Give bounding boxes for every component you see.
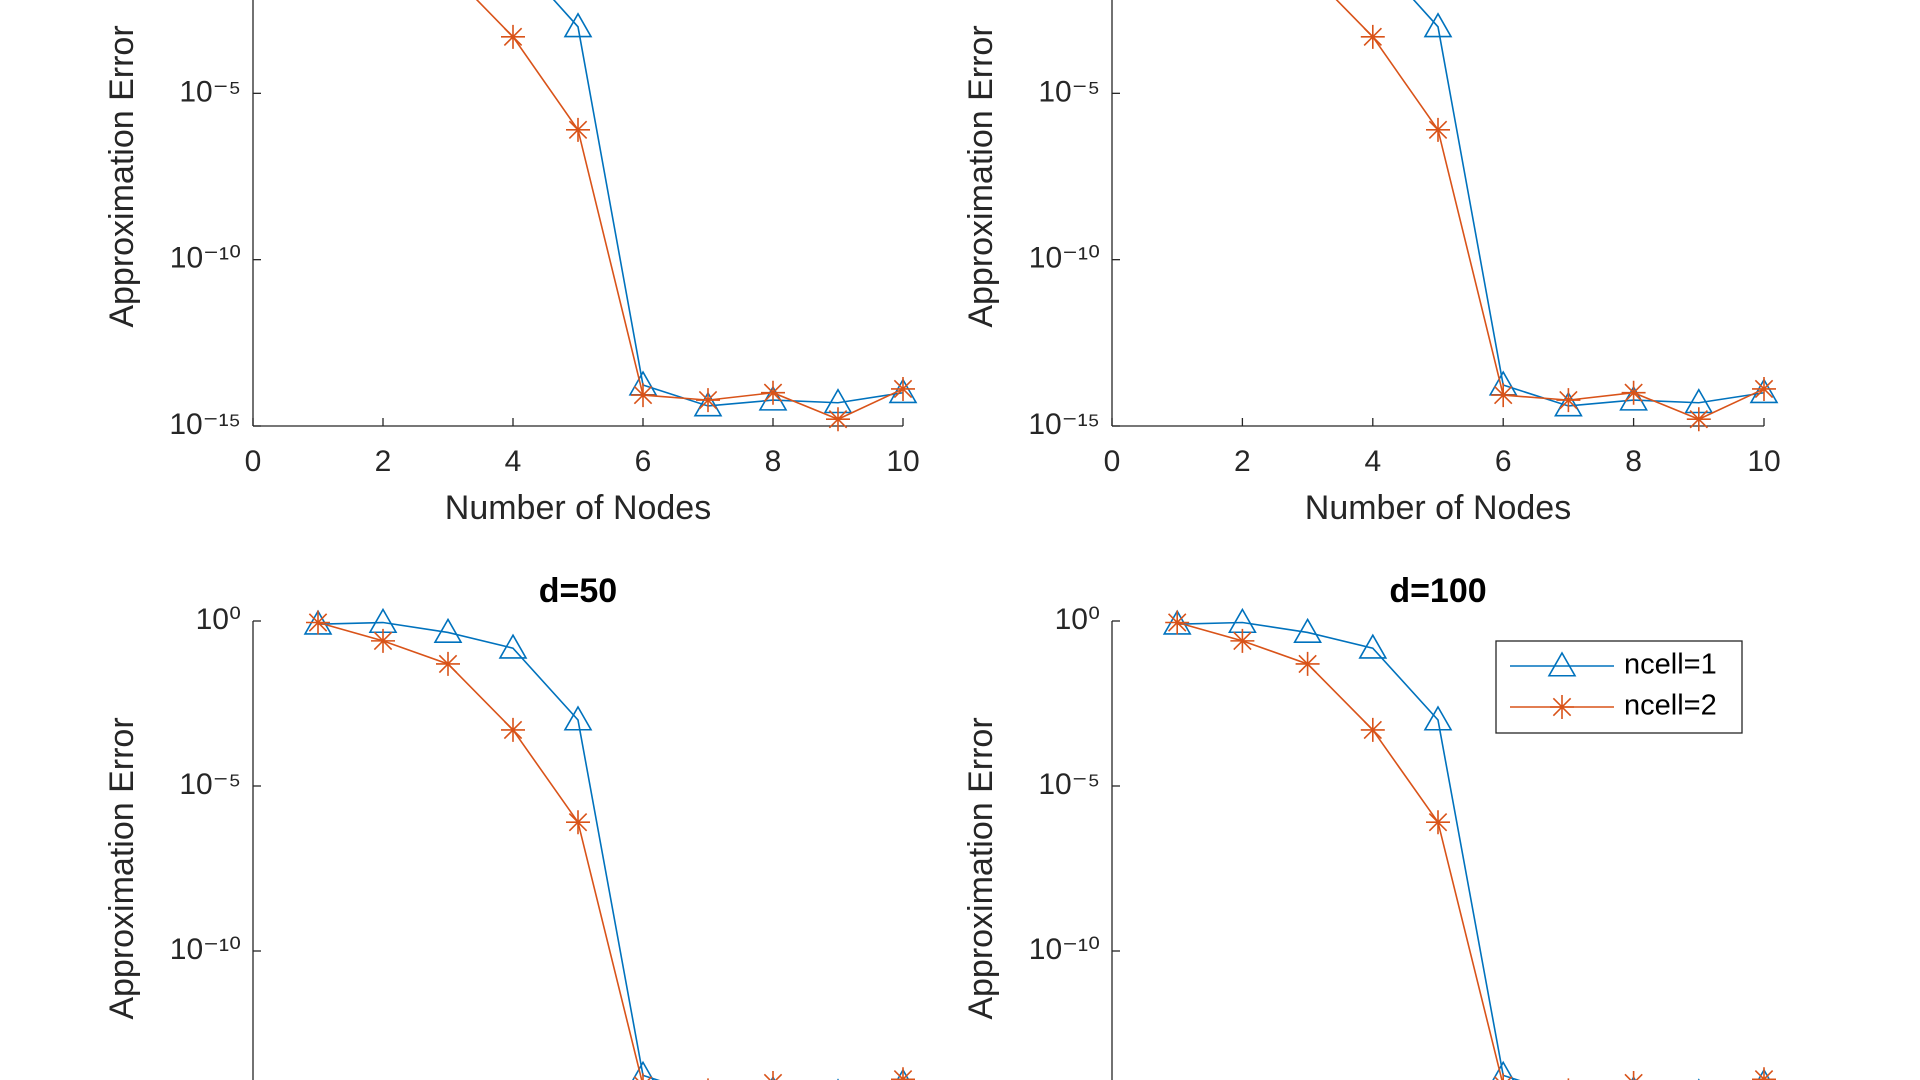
series-line [1412,0,1765,407]
marker-star [566,117,590,142]
subplot: 10⁻¹⁵ 10⁻¹⁰ 10⁻⁵ 0 2 4 6 8 10 Approximation Error… [962,0,1781,527]
marker-star [371,628,395,653]
y-axis-label: Approximation Error [103,717,141,1019]
marker-star [1426,117,1450,142]
marker-triangle [1358,633,1388,659]
marker-star [631,383,655,408]
marker-star [761,380,785,405]
marker-star [633,1073,653,1080]
marker-star [891,1067,915,1080]
marker-star [826,407,850,432]
x-tick-label: 2 [1234,445,1251,478]
y-tick-label: 10⁰ [196,603,241,636]
marker-star [1165,610,1190,635]
marker-star [1621,380,1646,405]
subplot: 10⁰ 10⁻⁵ 10⁻¹⁰ Approximation Error d=50 [103,572,915,1080]
marker-star [1556,388,1581,413]
marker-star [1752,1067,1776,1080]
x-tick-label: 0 [1104,445,1121,478]
marker-star [1295,651,1320,676]
x-axis-label: Number of Nodes [445,489,711,527]
y-tick-label: 10⁻⁵ [1038,768,1100,801]
marker-triangle [1554,391,1583,417]
series-line [317,621,661,1080]
y-tick-label: 10⁻⁵ [1038,75,1100,108]
marker-triangle [693,391,723,417]
marker-star [1360,717,1385,742]
marker-triangle [1547,651,1577,677]
subplot: 10⁻¹⁵ 10⁻¹⁰ 10⁻⁵ 0 2 4 6 8 10 Approximation Error… [103,0,920,527]
marker-star [1752,376,1776,401]
marker-triangle [498,633,528,659]
x-tick-label: 10 [886,445,919,478]
y-tick-label: 10⁻¹⁰ [170,242,241,275]
subplot-title: d=50 [539,572,617,610]
series-line [552,0,904,407]
y-tick-label: 10⁰ [1055,603,1100,636]
marker-triangle [368,607,398,634]
marker-triangle [1423,12,1453,38]
marker-triangle [1228,607,1257,634]
x-tick-label: 10 [1747,445,1780,478]
marker-triangle [1492,1060,1515,1080]
y-axis-label: Approximation Error [962,25,1000,327]
marker-star [1426,810,1450,835]
y-axis-label: Approximation Error [962,717,1000,1019]
y-axis-label: Approximation Error [103,25,141,327]
subplot-title: d=100 [1389,572,1486,610]
y-tick-label: 10⁻¹⁰ [1029,933,1100,966]
x-tick-label: 4 [1364,445,1381,478]
y-tick-label: 10⁻¹⁰ [1029,242,1100,275]
y-tick-label: 10⁻¹⁵ [169,408,241,441]
x-tick-label: 4 [505,445,522,478]
x-tick-label: 0 [245,445,262,478]
marker-star [696,388,720,413]
marker-triangle [632,1060,654,1080]
x-tick-label: 2 [375,445,392,478]
x-tick-label: 6 [1495,445,1512,478]
series-line [475,0,904,421]
x-axis-label: Number of Nodes [1305,489,1571,527]
series-line [1335,0,1765,421]
legend-label: ncell=2 [1624,690,1717,722]
marker-star [501,24,525,49]
series-line [1177,621,1521,1080]
y-tick-label: 10⁻⁵ [179,75,241,108]
marker-triangle [1293,617,1322,643]
series-line [317,621,904,1080]
marker-star [306,610,330,635]
marker-triangle [563,12,593,38]
marker-star [891,376,915,401]
marker-star [501,717,525,742]
marker-triangle [563,705,593,731]
x-tick-label: 8 [765,445,782,478]
marker-star [1624,1071,1643,1080]
marker-star [763,1071,783,1080]
legend-box [1495,640,1743,734]
y-tick-label: 10⁻¹⁰ [170,933,241,966]
marker-star [1491,383,1516,408]
legend: ncell=1 ncell=2 [1495,640,1743,734]
marker-star [566,810,590,835]
y-tick-label: 10⁻⁵ [179,768,241,801]
marker-star [1360,24,1385,49]
marker-star [1686,407,1711,432]
series-line [1176,621,1765,1080]
x-tick-label: 8 [1625,445,1642,478]
marker-star [1493,1073,1513,1080]
marker-triangle [433,617,463,643]
marker-star [436,651,460,676]
y-tick-label: 10⁻¹⁵ [1028,408,1100,441]
marker-star [1550,695,1574,719]
marker-star [1230,628,1255,653]
x-tick-label: 6 [635,445,652,478]
legend-label: ncell=1 [1624,649,1717,681]
marker-triangle [1423,705,1453,731]
